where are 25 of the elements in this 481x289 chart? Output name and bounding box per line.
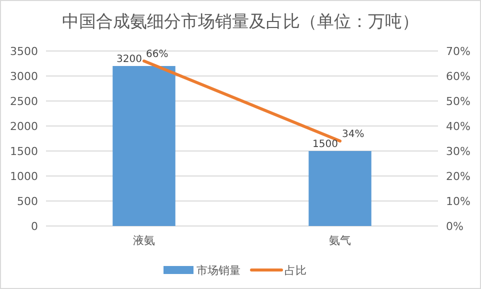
data-label: 3200 <box>116 54 142 65</box>
y2-tick-label: 50% <box>446 95 470 108</box>
data-label: 66% <box>146 49 168 60</box>
y-tick-label: 1000 <box>10 170 38 183</box>
data-label: 34% <box>342 129 364 140</box>
y2-tick-label: 0% <box>446 220 464 233</box>
x-tick-label: 液氨 <box>133 234 155 247</box>
legend-label: 市场销量 <box>196 264 240 277</box>
y2-tick-label: 10% <box>446 195 470 208</box>
chart-title: 中国合成氨细分市场销量及占比（单位：万吨） <box>62 12 419 32</box>
y-tick-label: 2000 <box>10 120 38 133</box>
y-tick-label: 3000 <box>10 70 38 83</box>
y-tick-label: 1500 <box>10 145 38 158</box>
y-tick-label: 2500 <box>10 95 38 108</box>
y-tick-label: 3500 <box>10 45 38 58</box>
y-tick-label: 0 <box>31 220 38 233</box>
y-tick-label: 500 <box>17 195 38 208</box>
y2-tick-label: 20% <box>446 170 470 183</box>
y2-tick-label: 30% <box>446 145 470 158</box>
legend-label: 占比 <box>284 264 306 277</box>
data-label: 1500 <box>312 139 338 150</box>
x-tick-label: 氨气 <box>329 234 351 247</box>
y2-tick-label: 40% <box>446 120 470 133</box>
y2-tick-label: 70% <box>446 45 470 58</box>
y2-tick-label: 60% <box>446 70 470 83</box>
